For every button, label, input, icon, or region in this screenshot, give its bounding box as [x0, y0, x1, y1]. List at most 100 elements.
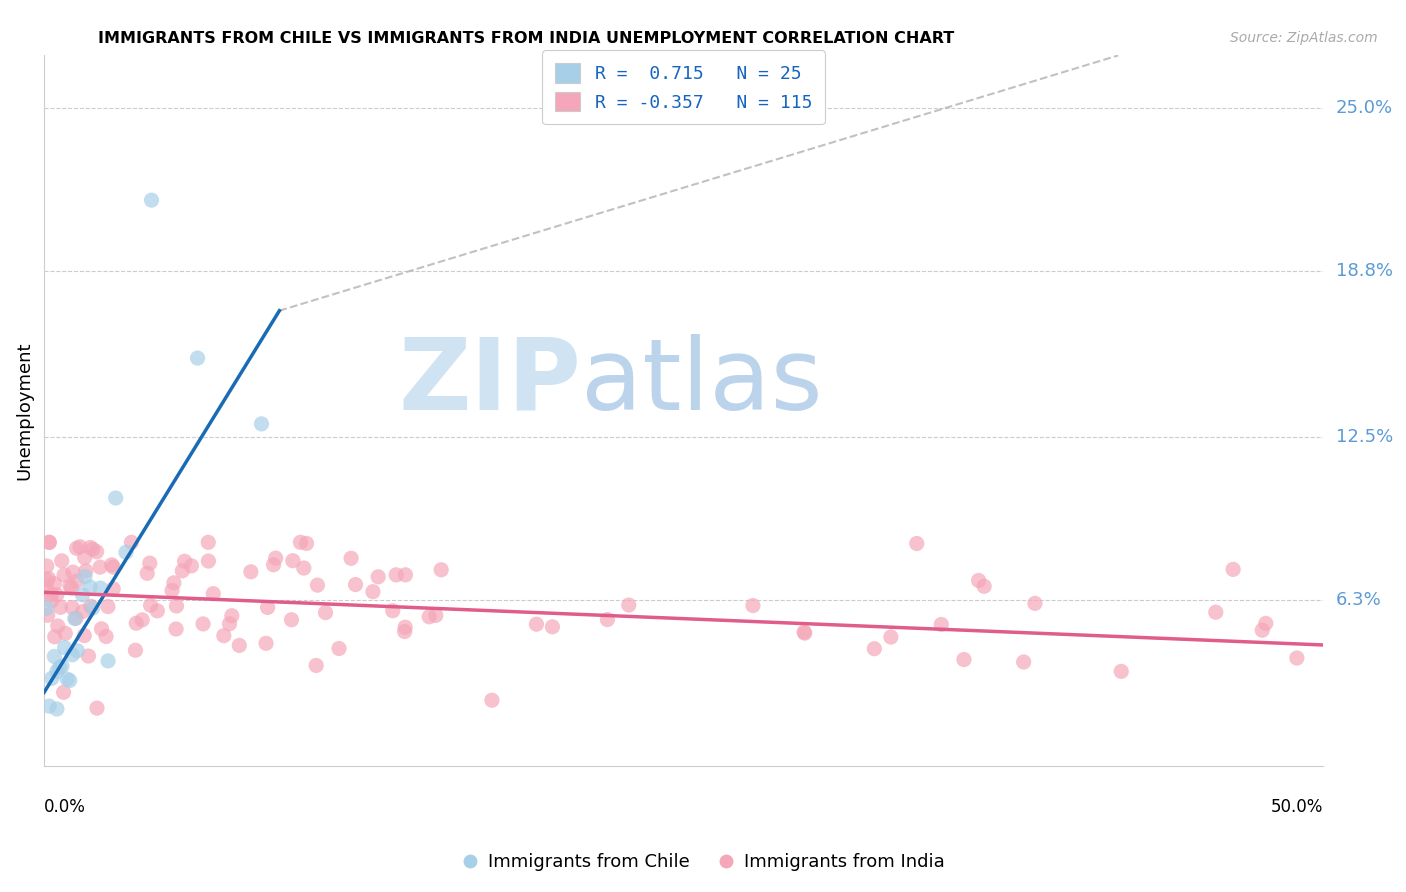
- Point: [202, 587, 225, 601]
- Point: [35, 581, 58, 595]
- Point: [292, 561, 315, 575]
- Point: [44, 630, 66, 644]
- Point: [51, 554, 73, 568]
- Point: [41, 587, 63, 601]
- Point: [173, 554, 195, 568]
- Point: [305, 658, 328, 673]
- Point: [1251, 624, 1274, 638]
- Point: [425, 608, 447, 623]
- Point: [60, 600, 83, 615]
- Point: [381, 604, 404, 618]
- Point: [53, 640, 76, 655]
- Point: [44, 649, 66, 664]
- Point: [172, 564, 194, 578]
- Point: [218, 616, 240, 631]
- Point: [79, 580, 101, 594]
- Point: [263, 558, 285, 572]
- Point: [82, 542, 104, 557]
- Point: [51, 659, 73, 673]
- Text: 0.0%: 0.0%: [44, 797, 86, 815]
- Point: [166, 599, 188, 613]
- Point: [37, 571, 59, 585]
- Point: [160, 583, 183, 598]
- Point: [256, 600, 278, 615]
- Y-axis label: Unemployment: Unemployment: [15, 342, 32, 480]
- Point: [38, 535, 60, 549]
- Point: [86, 545, 108, 559]
- Point: [973, 579, 995, 593]
- Point: [163, 575, 186, 590]
- Point: [929, 617, 952, 632]
- Point: [49, 600, 72, 615]
- Point: [124, 643, 146, 657]
- Point: [82, 601, 104, 615]
- Legend: R =  0.715   N = 25, R = -0.357   N = 115: R = 0.715 N = 25, R = -0.357 N = 115: [543, 50, 825, 124]
- Point: [115, 545, 138, 559]
- Point: [793, 625, 815, 640]
- Text: 12.5%: 12.5%: [1336, 428, 1393, 446]
- Point: [481, 693, 503, 707]
- Point: [967, 574, 990, 588]
- Point: [41, 671, 63, 685]
- Text: 50.0%: 50.0%: [1271, 797, 1323, 815]
- Point: [328, 641, 350, 656]
- Point: [66, 574, 89, 588]
- Point: [35, 601, 58, 615]
- Point: [1205, 605, 1227, 619]
- Text: atlas: atlas: [581, 334, 823, 431]
- Point: [72, 588, 94, 602]
- Point: [340, 551, 363, 566]
- Point: [89, 581, 111, 595]
- Point: [1254, 616, 1277, 631]
- Point: [221, 608, 243, 623]
- Text: ZIP: ZIP: [398, 334, 581, 431]
- Point: [104, 491, 127, 505]
- Point: [1109, 665, 1132, 679]
- Point: [254, 636, 277, 650]
- Point: [35, 574, 58, 588]
- Point: [59, 673, 82, 688]
- Point: [418, 609, 440, 624]
- Point: [141, 193, 163, 207]
- Point: [139, 599, 162, 613]
- Point: [60, 648, 83, 662]
- Point: [385, 567, 408, 582]
- Point: [617, 598, 640, 612]
- Point: [65, 541, 87, 556]
- Point: [136, 566, 159, 581]
- Point: [131, 613, 153, 627]
- Point: [197, 554, 219, 568]
- Point: [45, 665, 67, 679]
- Point: [72, 605, 94, 619]
- Point: [73, 550, 96, 565]
- Point: [250, 417, 273, 431]
- Point: [187, 351, 209, 365]
- Point: [197, 535, 219, 549]
- Point: [394, 567, 416, 582]
- Point: [66, 644, 89, 658]
- Point: [75, 564, 97, 578]
- Point: [1285, 651, 1308, 665]
- Text: 25.0%: 25.0%: [1336, 99, 1393, 117]
- Point: [48, 660, 70, 674]
- Point: [541, 620, 564, 634]
- Point: [89, 560, 111, 574]
- Point: [367, 570, 389, 584]
- Point: [180, 558, 202, 573]
- Point: [73, 569, 96, 583]
- Point: [212, 629, 235, 643]
- Point: [1222, 562, 1244, 576]
- Point: [742, 599, 765, 613]
- Point: [430, 563, 453, 577]
- Point: [905, 536, 928, 550]
- Point: [79, 541, 101, 555]
- Point: [1024, 596, 1046, 610]
- Point: [295, 536, 318, 550]
- Point: [100, 558, 122, 572]
- Point: [90, 622, 112, 636]
- Point: [65, 611, 87, 625]
- Point: [77, 648, 100, 663]
- Point: [361, 584, 384, 599]
- Point: [191, 616, 214, 631]
- Point: [125, 616, 148, 631]
